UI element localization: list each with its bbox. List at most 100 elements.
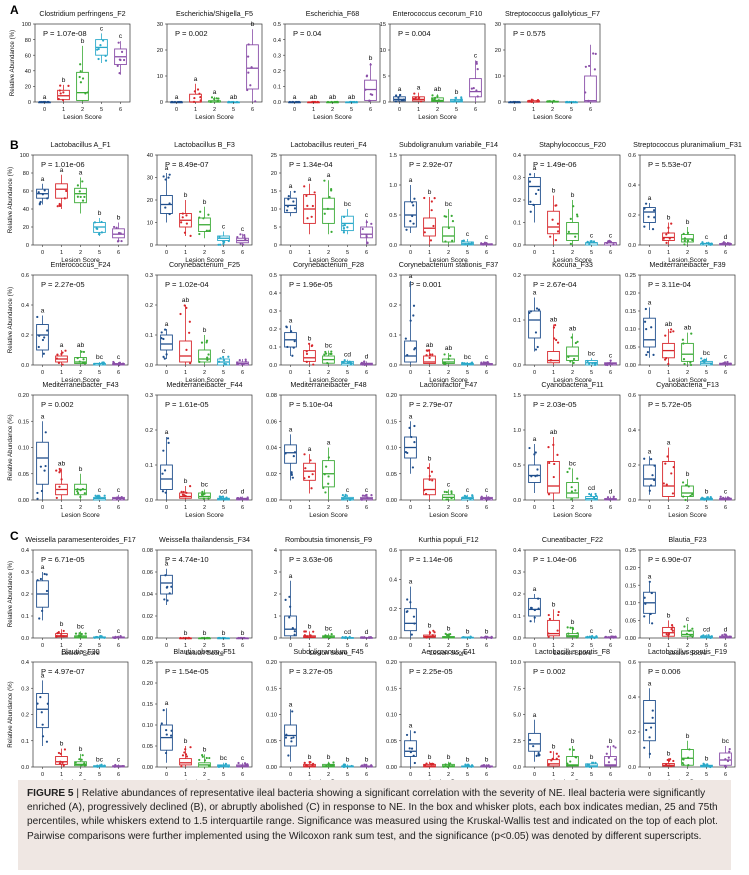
- data-point: [689, 634, 692, 637]
- x-tick-label: 0: [165, 370, 168, 376]
- x-tick-label: 1: [417, 107, 420, 113]
- box: [431, 97, 444, 102]
- x-axis-label: Lesion Score: [313, 114, 352, 121]
- data-point: [643, 615, 646, 618]
- data-point: [291, 476, 294, 479]
- data-point: [671, 492, 675, 495]
- data-point: [682, 763, 685, 766]
- data-point: [311, 763, 314, 766]
- data-point: [723, 498, 726, 501]
- significance-letter: b: [184, 192, 188, 199]
- data-point: [215, 97, 218, 100]
- significance-letter: b: [466, 756, 470, 763]
- data-point: [594, 492, 597, 496]
- y-tick-label: 0.5: [513, 463, 521, 469]
- data-point: [115, 498, 118, 501]
- data-point: [184, 748, 187, 751]
- significance-letter: d: [365, 353, 369, 360]
- data-point: [238, 497, 241, 500]
- significance-letter: a: [293, 94, 297, 101]
- data-point: [594, 52, 597, 55]
- data-point: [409, 219, 412, 223]
- data-point: [572, 205, 575, 208]
- plot-title: Corynebacterium stationis_F37: [399, 260, 498, 269]
- x-tick-label: 6: [365, 505, 368, 511]
- data-point: [222, 242, 225, 245]
- data-point: [433, 98, 436, 101]
- y-tick-label: 0.10: [625, 601, 636, 607]
- data-point: [709, 498, 712, 501]
- significance-letter: c: [485, 354, 489, 361]
- data-point: [285, 209, 289, 212]
- data-point: [723, 361, 726, 364]
- significance-letter: a: [667, 440, 671, 447]
- data-point: [554, 323, 557, 327]
- x-tick-label: 2: [447, 250, 450, 256]
- data-point: [162, 355, 165, 358]
- data-point: [448, 764, 451, 767]
- data-point: [604, 363, 607, 366]
- significance-letter: ab: [550, 429, 558, 436]
- y-tick-label: 0.00: [266, 765, 277, 771]
- data-point: [468, 636, 472, 639]
- data-point: [553, 100, 556, 103]
- data-point: [60, 634, 63, 637]
- data-point: [588, 765, 592, 768]
- data-point: [687, 763, 690, 767]
- significance-letter: b: [203, 199, 207, 206]
- data-point: [81, 754, 84, 757]
- data-point: [56, 353, 59, 356]
- y-tick-label: 0.2: [269, 327, 277, 333]
- x-axis-label: Lesion Score: [668, 512, 707, 519]
- y-tick-label: 20: [495, 48, 501, 54]
- data-point: [331, 764, 334, 767]
- box: [547, 619, 560, 637]
- y-tick-label: 0.4: [389, 578, 397, 584]
- x-tick-label: 2: [213, 107, 216, 113]
- x-tick-label: 2: [203, 505, 206, 511]
- x-tick-label: 2: [79, 250, 82, 256]
- data-point: [185, 214, 188, 217]
- data-point: [44, 431, 47, 434]
- data-point: [470, 87, 473, 90]
- data-point: [120, 50, 124, 53]
- data-point: [84, 92, 87, 95]
- y-tick-label: 0: [28, 100, 31, 106]
- x-axis-label: Lesion Score: [61, 512, 100, 519]
- significance-letter: a: [289, 701, 293, 708]
- plot-title: Lactonifactor_F47: [420, 380, 478, 389]
- data-point: [586, 359, 589, 363]
- data-point: [117, 497, 120, 500]
- data-point: [365, 220, 368, 224]
- data-point: [555, 752, 558, 755]
- x-tick-label: 6: [485, 772, 488, 778]
- y-tick-label: 0: [274, 243, 277, 249]
- data-point: [312, 630, 315, 633]
- x-tick-label: 6: [117, 505, 120, 511]
- y-tick-label: 40: [25, 69, 31, 75]
- data-point: [408, 747, 411, 750]
- p-value-label: P = 0.004: [398, 29, 431, 38]
- x-tick-label: 6: [724, 370, 727, 376]
- data-point: [670, 624, 674, 627]
- data-point: [411, 214, 414, 218]
- data-point: [480, 242, 483, 245]
- significance-letter: ab: [77, 342, 85, 349]
- data-point: [184, 636, 187, 640]
- data-point: [79, 495, 82, 499]
- x-tick-label: 1: [552, 250, 555, 256]
- y-axis-label: Relative Abundance (%): [7, 414, 14, 480]
- significance-letter: b: [667, 612, 671, 619]
- data-point: [80, 632, 83, 636]
- plot-title: Staphylococcus_F20: [539, 140, 606, 149]
- data-point: [225, 496, 228, 499]
- p-value-label: P = 5.53e-07: [648, 160, 692, 169]
- data-point: [475, 89, 478, 92]
- x-tick-label: 5: [590, 370, 593, 376]
- y-tick-label: 0.1: [273, 85, 281, 91]
- x-tick-label: 5: [222, 643, 225, 649]
- data-point: [218, 636, 221, 640]
- x-tick-label: 5: [346, 370, 349, 376]
- significance-letter: d: [724, 234, 728, 241]
- plot-title: Lactobacillus pontis_F19: [648, 647, 727, 656]
